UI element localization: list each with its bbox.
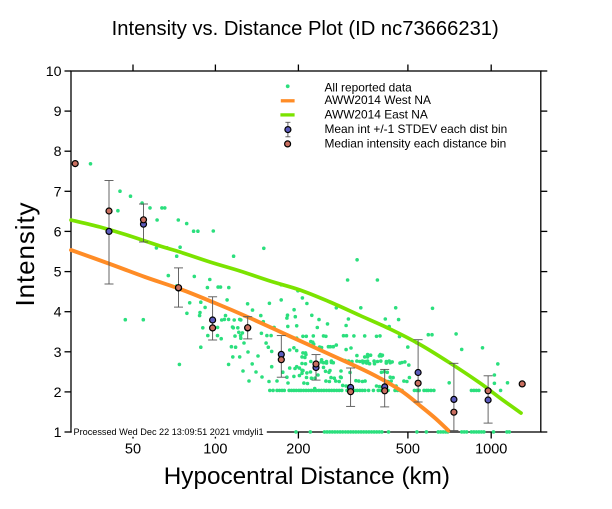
svg-text:All reported data: All reported data: [325, 80, 413, 94]
svg-text:7: 7: [54, 184, 62, 200]
svg-text:1: 1: [54, 425, 62, 441]
svg-text:5: 5: [54, 265, 62, 281]
svg-text:100: 100: [203, 441, 227, 457]
svg-text:2: 2: [54, 385, 62, 401]
svg-text:10: 10: [46, 64, 62, 80]
svg-text:AWW2014 West NA: AWW2014 West NA: [325, 93, 431, 107]
svg-text:Hypocentral Distance (km): Hypocentral Distance (km): [164, 463, 450, 490]
svg-text:1000: 1000: [475, 441, 507, 457]
svg-text:9: 9: [54, 104, 62, 120]
svg-text:Processed Wed Dec 22 13:09:51: Processed Wed Dec 22 13:09:51 2021 vmdyl…: [74, 427, 264, 437]
svg-text:4: 4: [54, 305, 62, 321]
svg-text:Mean int +/-1 STDEV each dist: Mean int +/-1 STDEV each dist bin: [325, 122, 508, 136]
svg-text:50: 50: [125, 441, 141, 457]
svg-text:AWW2014 East NA: AWW2014 East NA: [325, 107, 428, 121]
svg-text:500: 500: [396, 441, 420, 457]
svg-text:6: 6: [54, 224, 62, 240]
svg-text:Intensity vs. Distance Plot (I: Intensity vs. Distance Plot (ID nc736662…: [112, 18, 499, 40]
svg-text:200: 200: [286, 441, 310, 457]
svg-text:Intensity: Intensity: [10, 202, 40, 307]
svg-text:Median intensity each distance: Median intensity each distance bin: [325, 136, 507, 150]
svg-text:8: 8: [54, 144, 62, 160]
svg-text:3: 3: [54, 345, 62, 361]
